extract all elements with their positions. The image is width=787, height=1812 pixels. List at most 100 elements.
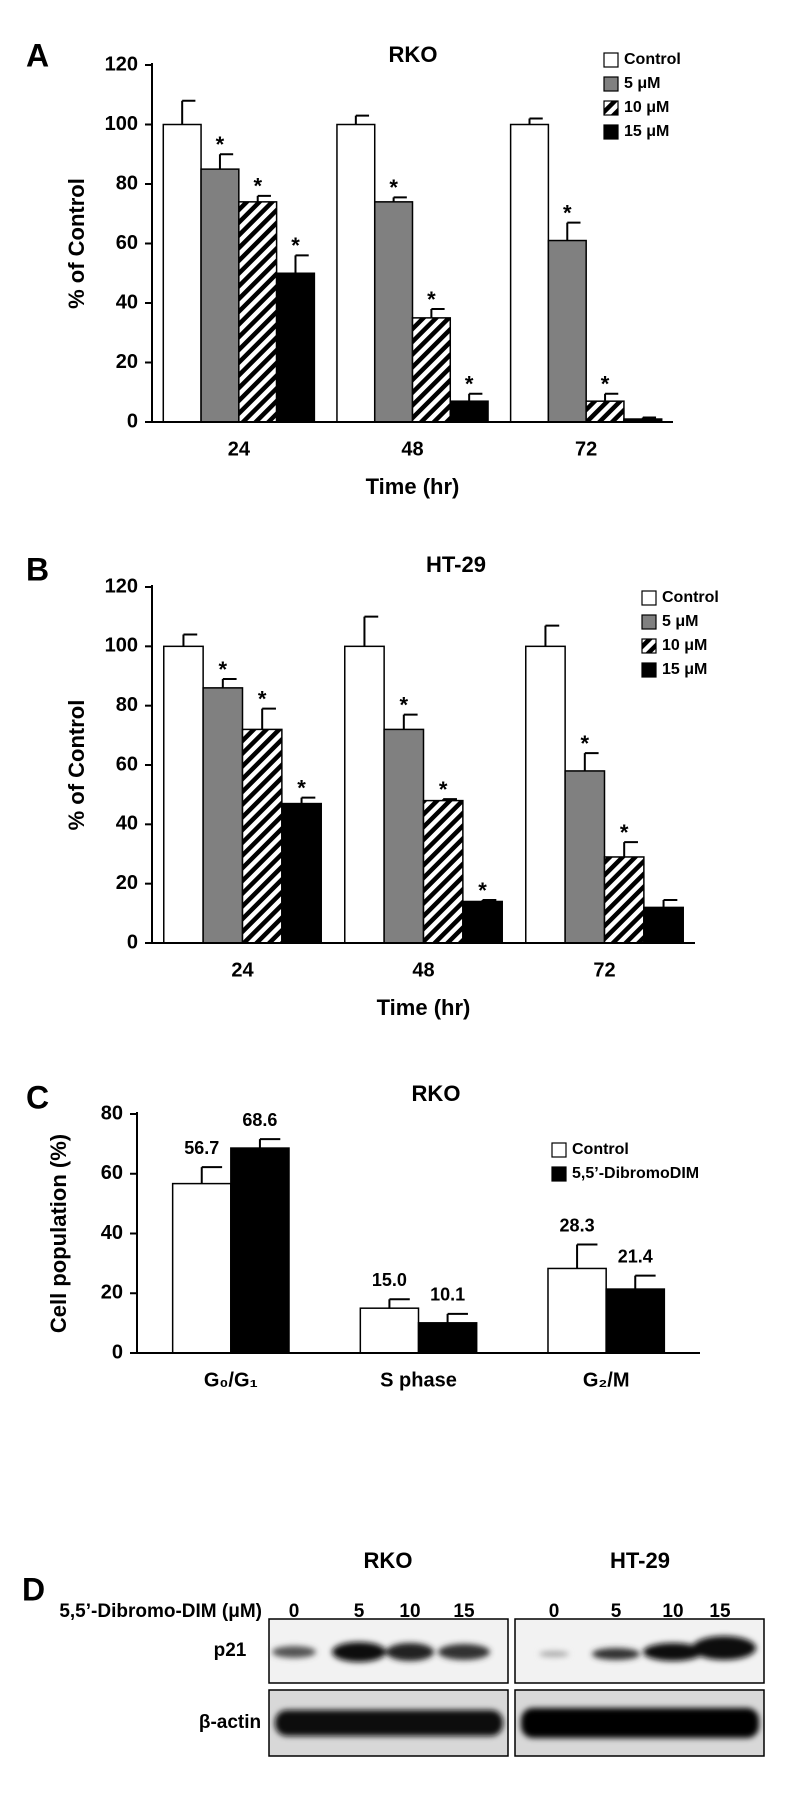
error-bar <box>181 99 196 125</box>
error-bar <box>258 1138 281 1149</box>
y-tick-label: 60 <box>101 1162 123 1184</box>
x-tick-label: G₀/G₁ <box>204 1369 258 1391</box>
bar <box>162 123 202 423</box>
error-bar <box>468 392 483 402</box>
significance-star: * <box>297 775 306 800</box>
y-tick-label: 20 <box>116 872 138 894</box>
bar <box>643 906 684 944</box>
x-tick-label: G₂/M <box>583 1369 630 1391</box>
error-bar <box>261 707 276 730</box>
error-bar <box>430 307 445 318</box>
significance-star: * <box>478 878 487 903</box>
bar <box>605 1288 666 1354</box>
chart-title: RKO <box>389 42 438 67</box>
bar <box>281 802 322 944</box>
bands <box>272 1636 759 1738</box>
legend-swatch <box>641 590 657 606</box>
bar <box>163 645 204 944</box>
value-label: 10.1 <box>430 1285 465 1305</box>
y-tick-label: 80 <box>116 172 138 194</box>
x-axis-title: Time (hr) <box>366 474 460 499</box>
panel-letter: A <box>26 37 49 73</box>
y-tick-label: 80 <box>116 694 138 716</box>
error-bar <box>544 624 560 647</box>
lane-label: 0 <box>289 1601 300 1622</box>
significance-star: * <box>427 287 436 312</box>
bar <box>585 400 625 423</box>
lane-label: 15 <box>709 1601 731 1622</box>
legend-label: Control <box>624 51 681 68</box>
error-bar <box>182 633 198 647</box>
bar <box>383 728 425 944</box>
error-bar <box>388 1298 410 1309</box>
significance-star: * <box>291 233 300 258</box>
error-bar <box>200 1166 223 1184</box>
panel-letter: D <box>22 1571 45 1607</box>
x-tick-label: 72 <box>593 959 615 981</box>
significance-star: * <box>620 820 629 845</box>
error-bar <box>576 1243 598 1269</box>
bar <box>449 400 489 423</box>
row-label: β-actin <box>199 1712 261 1733</box>
y-tick-label: 20 <box>116 351 138 373</box>
significance-star: * <box>219 657 228 682</box>
value-label: 56.7 <box>184 1138 219 1158</box>
y-tick-label: 100 <box>105 635 138 657</box>
bar <box>422 799 464 944</box>
y-tick-label: 40 <box>116 291 138 313</box>
error-bar <box>221 677 237 688</box>
group-title: RKO <box>364 1548 413 1573</box>
lane-label: 5 <box>354 1601 365 1622</box>
bar <box>202 687 244 944</box>
legend-swatch <box>603 76 619 92</box>
bar <box>603 856 645 944</box>
value-label: 68.6 <box>242 1110 277 1130</box>
bar <box>547 1267 607 1354</box>
significance-star: * <box>601 372 610 397</box>
y-tick-label: 0 <box>127 410 138 432</box>
bar <box>344 645 385 944</box>
group-title: HT-29 <box>610 1548 670 1573</box>
x-tick-label: 48 <box>412 959 434 981</box>
y-tick-label: 60 <box>116 232 138 254</box>
bar <box>200 168 240 423</box>
y-tick-label: 60 <box>116 753 138 775</box>
y-tick-label: 40 <box>101 1222 123 1244</box>
error-bar <box>604 392 619 402</box>
error-bar <box>354 114 370 125</box>
panel-letter: C <box>26 1079 49 1115</box>
value-label: 28.3 <box>560 1215 595 1235</box>
bar <box>509 123 550 423</box>
legend-swatch <box>551 1142 567 1158</box>
error-bar <box>402 713 418 730</box>
dose-label: 5,5’-Dibromo-DIM (μM) <box>59 1601 262 1622</box>
y-tick-label: 0 <box>112 1341 123 1363</box>
bar <box>238 201 278 423</box>
bar <box>525 645 566 944</box>
legend-label: 5 μM <box>662 613 698 630</box>
bar <box>564 770 606 944</box>
y-tick-label: 0 <box>127 931 138 953</box>
y-axis-title: Cell population (%) <box>46 1134 71 1333</box>
error-bar <box>662 898 678 908</box>
lane-label: 10 <box>399 1601 420 1622</box>
legend-label: Control <box>572 1141 629 1158</box>
significance-star: * <box>439 777 448 802</box>
lane-label: 0 <box>549 1601 560 1622</box>
significance-star: * <box>465 372 474 397</box>
bar <box>462 900 503 944</box>
bar <box>359 1307 420 1354</box>
legend-label: 10 μM <box>662 637 707 654</box>
significance-star: * <box>258 686 267 711</box>
error-bar <box>528 117 543 125</box>
legend-label: 15 μM <box>624 123 669 140</box>
significance-star: * <box>253 174 262 199</box>
significance-star: * <box>400 692 409 717</box>
lane-label: 10 <box>662 1601 683 1622</box>
chart-title: RKO <box>412 1081 461 1106</box>
bar <box>275 272 316 423</box>
lane-label: 5 <box>611 1601 622 1622</box>
blot-panel: D RKO HT-29 5,5’-Dibromo-DIM (μM) 0 5 10… <box>22 1548 765 1757</box>
legend-swatch <box>641 638 657 654</box>
bar <box>547 239 587 423</box>
